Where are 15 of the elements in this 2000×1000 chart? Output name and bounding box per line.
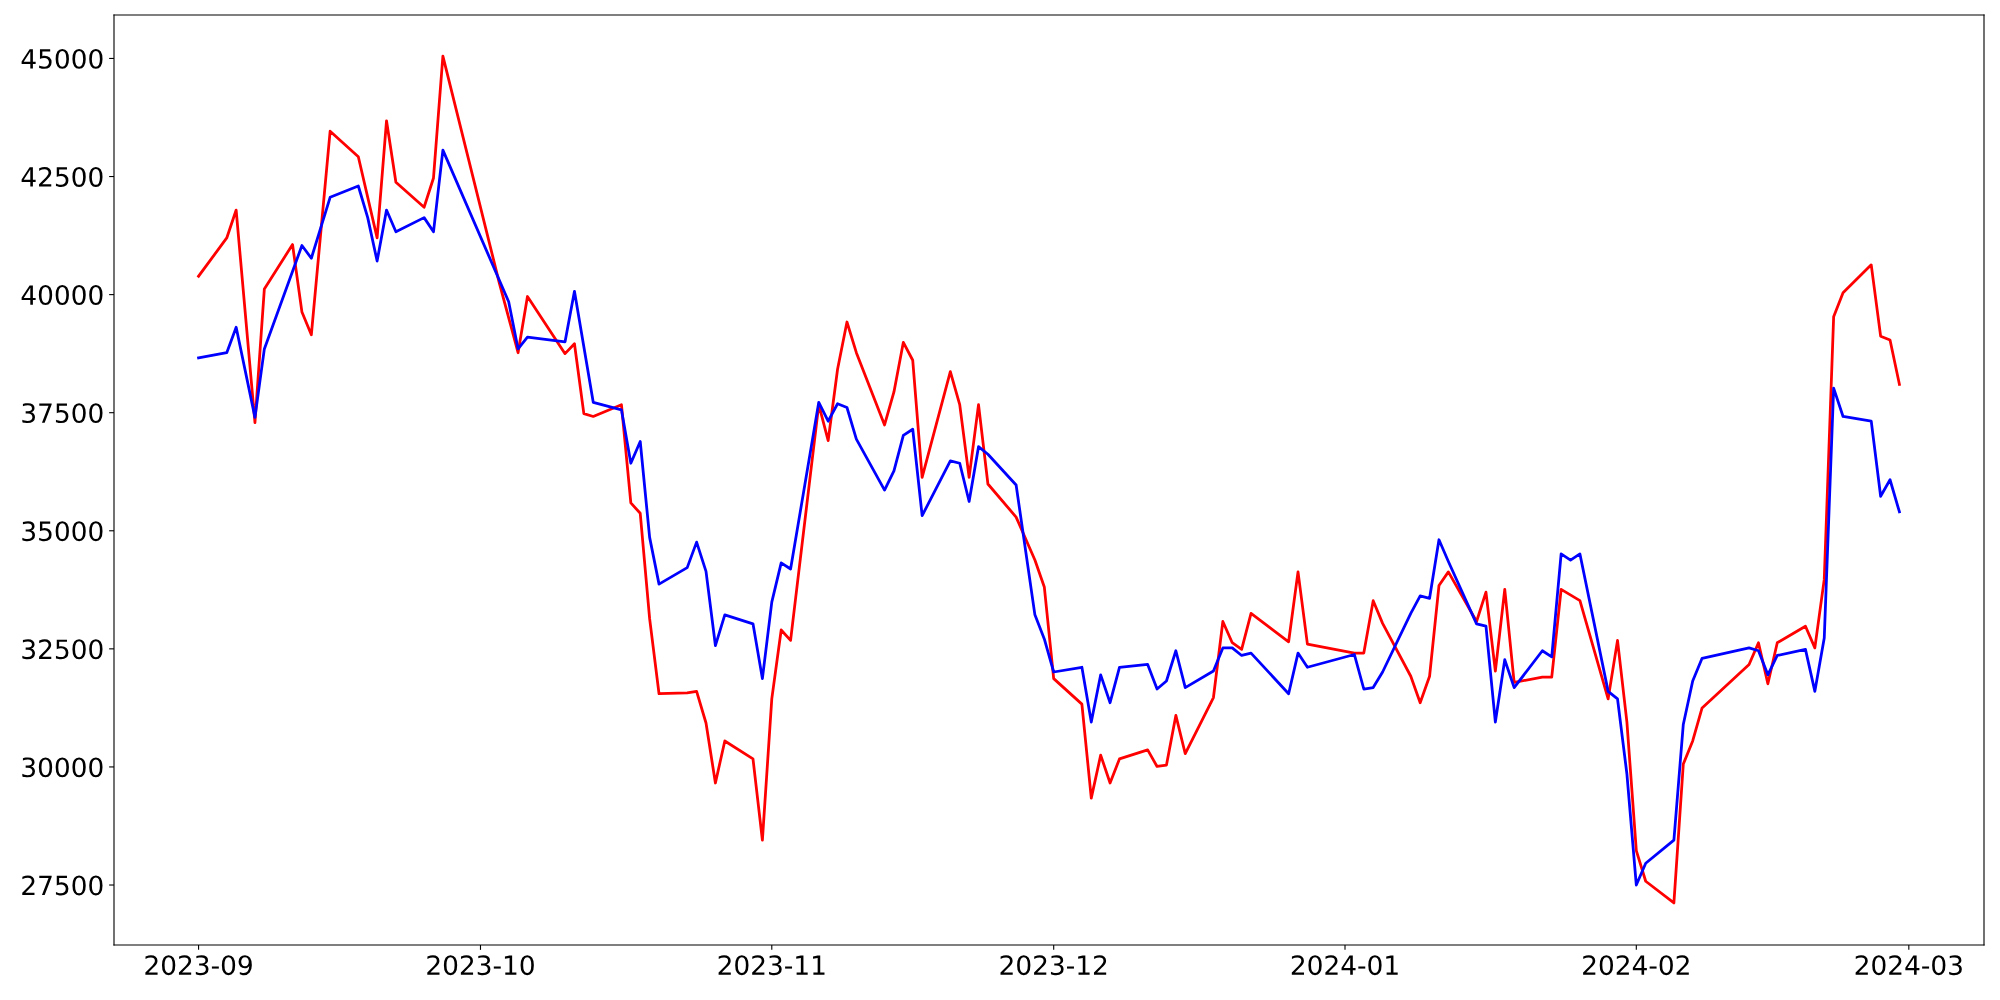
y-tick-label: 30000	[22, 757, 103, 778]
y-tick-label: 42500	[21, 166, 103, 187]
y-tick-label: 35000	[22, 521, 103, 542]
x-tick-label: 2023-12	[1000, 955, 1107, 976]
x-tick-label: 2023-11	[718, 955, 825, 976]
y-tick-label: 40000	[21, 285, 103, 306]
x-tick-label: 2024-03	[1855, 955, 1962, 976]
x-tick-label: 2024-02	[1583, 955, 1689, 976]
y-tick-label: 37500	[22, 403, 103, 424]
x-tick-label: 2023-09	[145, 955, 252, 976]
y-tick-label: 45000	[21, 48, 103, 69]
y-tick-label: 32500	[22, 639, 103, 660]
y-tick-label: 27500	[22, 875, 103, 896]
x-tick-label: 2024-01	[1291, 955, 1398, 976]
x-tick-label: 2023-10	[427, 955, 534, 976]
